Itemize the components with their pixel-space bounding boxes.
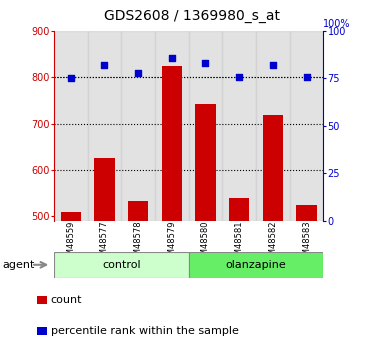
- Point: [169, 55, 175, 60]
- Bar: [189, 252, 323, 278]
- Bar: [290, 31, 323, 221]
- Text: control: control: [102, 260, 141, 270]
- Bar: [61, 211, 81, 345]
- Text: olanzapine: olanzapine: [226, 260, 286, 270]
- Point: [135, 70, 141, 76]
- Bar: [54, 31, 88, 221]
- Text: count: count: [51, 295, 82, 305]
- Text: 100%: 100%: [323, 19, 351, 29]
- Bar: [155, 31, 189, 221]
- Text: percentile rank within the sample: percentile rank within the sample: [51, 326, 239, 336]
- Point: [303, 74, 310, 79]
- Point: [68, 76, 74, 81]
- Bar: [296, 205, 316, 345]
- Bar: [162, 66, 182, 345]
- Text: GDS2608 / 1369980_s_at: GDS2608 / 1369980_s_at: [104, 9, 281, 23]
- Bar: [94, 158, 115, 345]
- Bar: [88, 31, 121, 221]
- Bar: [229, 198, 249, 345]
- Point: [203, 61, 209, 66]
- Bar: [121, 31, 155, 221]
- Bar: [256, 31, 290, 221]
- Bar: [196, 104, 216, 345]
- Bar: [223, 31, 256, 221]
- Bar: [189, 31, 223, 221]
- Point: [270, 62, 276, 68]
- Point: [236, 74, 242, 79]
- Point: [101, 62, 107, 68]
- Bar: [263, 115, 283, 345]
- Bar: [128, 201, 148, 345]
- Bar: [54, 252, 189, 278]
- Text: agent: agent: [2, 260, 34, 270]
